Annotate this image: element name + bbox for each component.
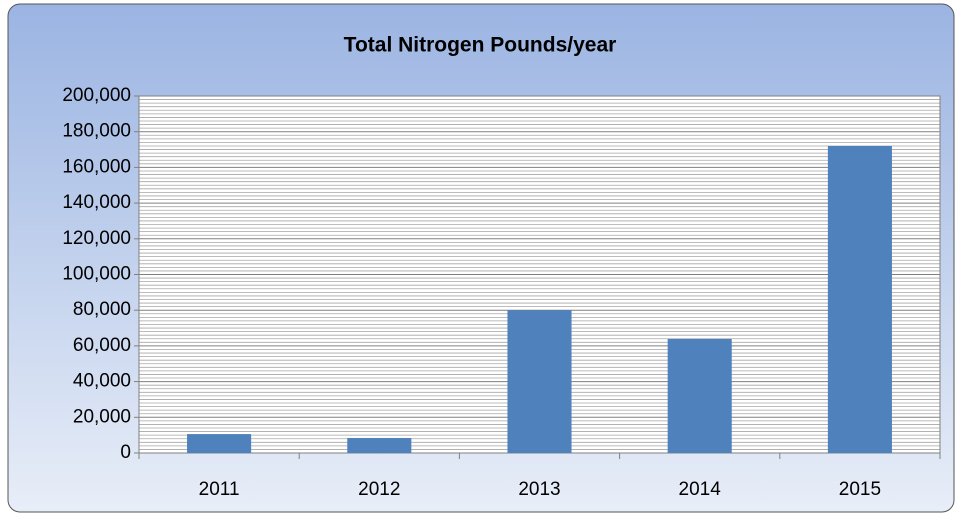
y-tick-label: 120,000 [62, 228, 131, 249]
x-tick-label: 2011 [199, 479, 240, 500]
x-tick-label: 2013 [518, 479, 560, 500]
y-tick-label: 140,000 [62, 192, 131, 213]
y-tick-label: 160,000 [62, 156, 131, 177]
y-tick-label: 0 [120, 442, 131, 463]
bar [827, 145, 892, 454]
bar [187, 434, 252, 453]
y-tick-label: 20,000 [73, 406, 131, 427]
bar [667, 338, 732, 453]
chart-title: Total Nitrogen Pounds/year [344, 34, 617, 57]
bar [507, 310, 572, 453]
bar [347, 438, 412, 453]
y-tick-label: 200,000 [62, 85, 131, 106]
x-tick-label: 2012 [358, 479, 400, 500]
x-tick-label: 2014 [679, 479, 722, 500]
y-tick-label: 80,000 [73, 299, 131, 320]
x-tick-label: 2015 [839, 479, 881, 500]
y-tick-label: 100,000 [62, 264, 131, 285]
y-tick-label: 40,000 [73, 371, 131, 392]
y-tick-label: 60,000 [73, 335, 131, 356]
y-tick-label: 180,000 [62, 121, 131, 142]
